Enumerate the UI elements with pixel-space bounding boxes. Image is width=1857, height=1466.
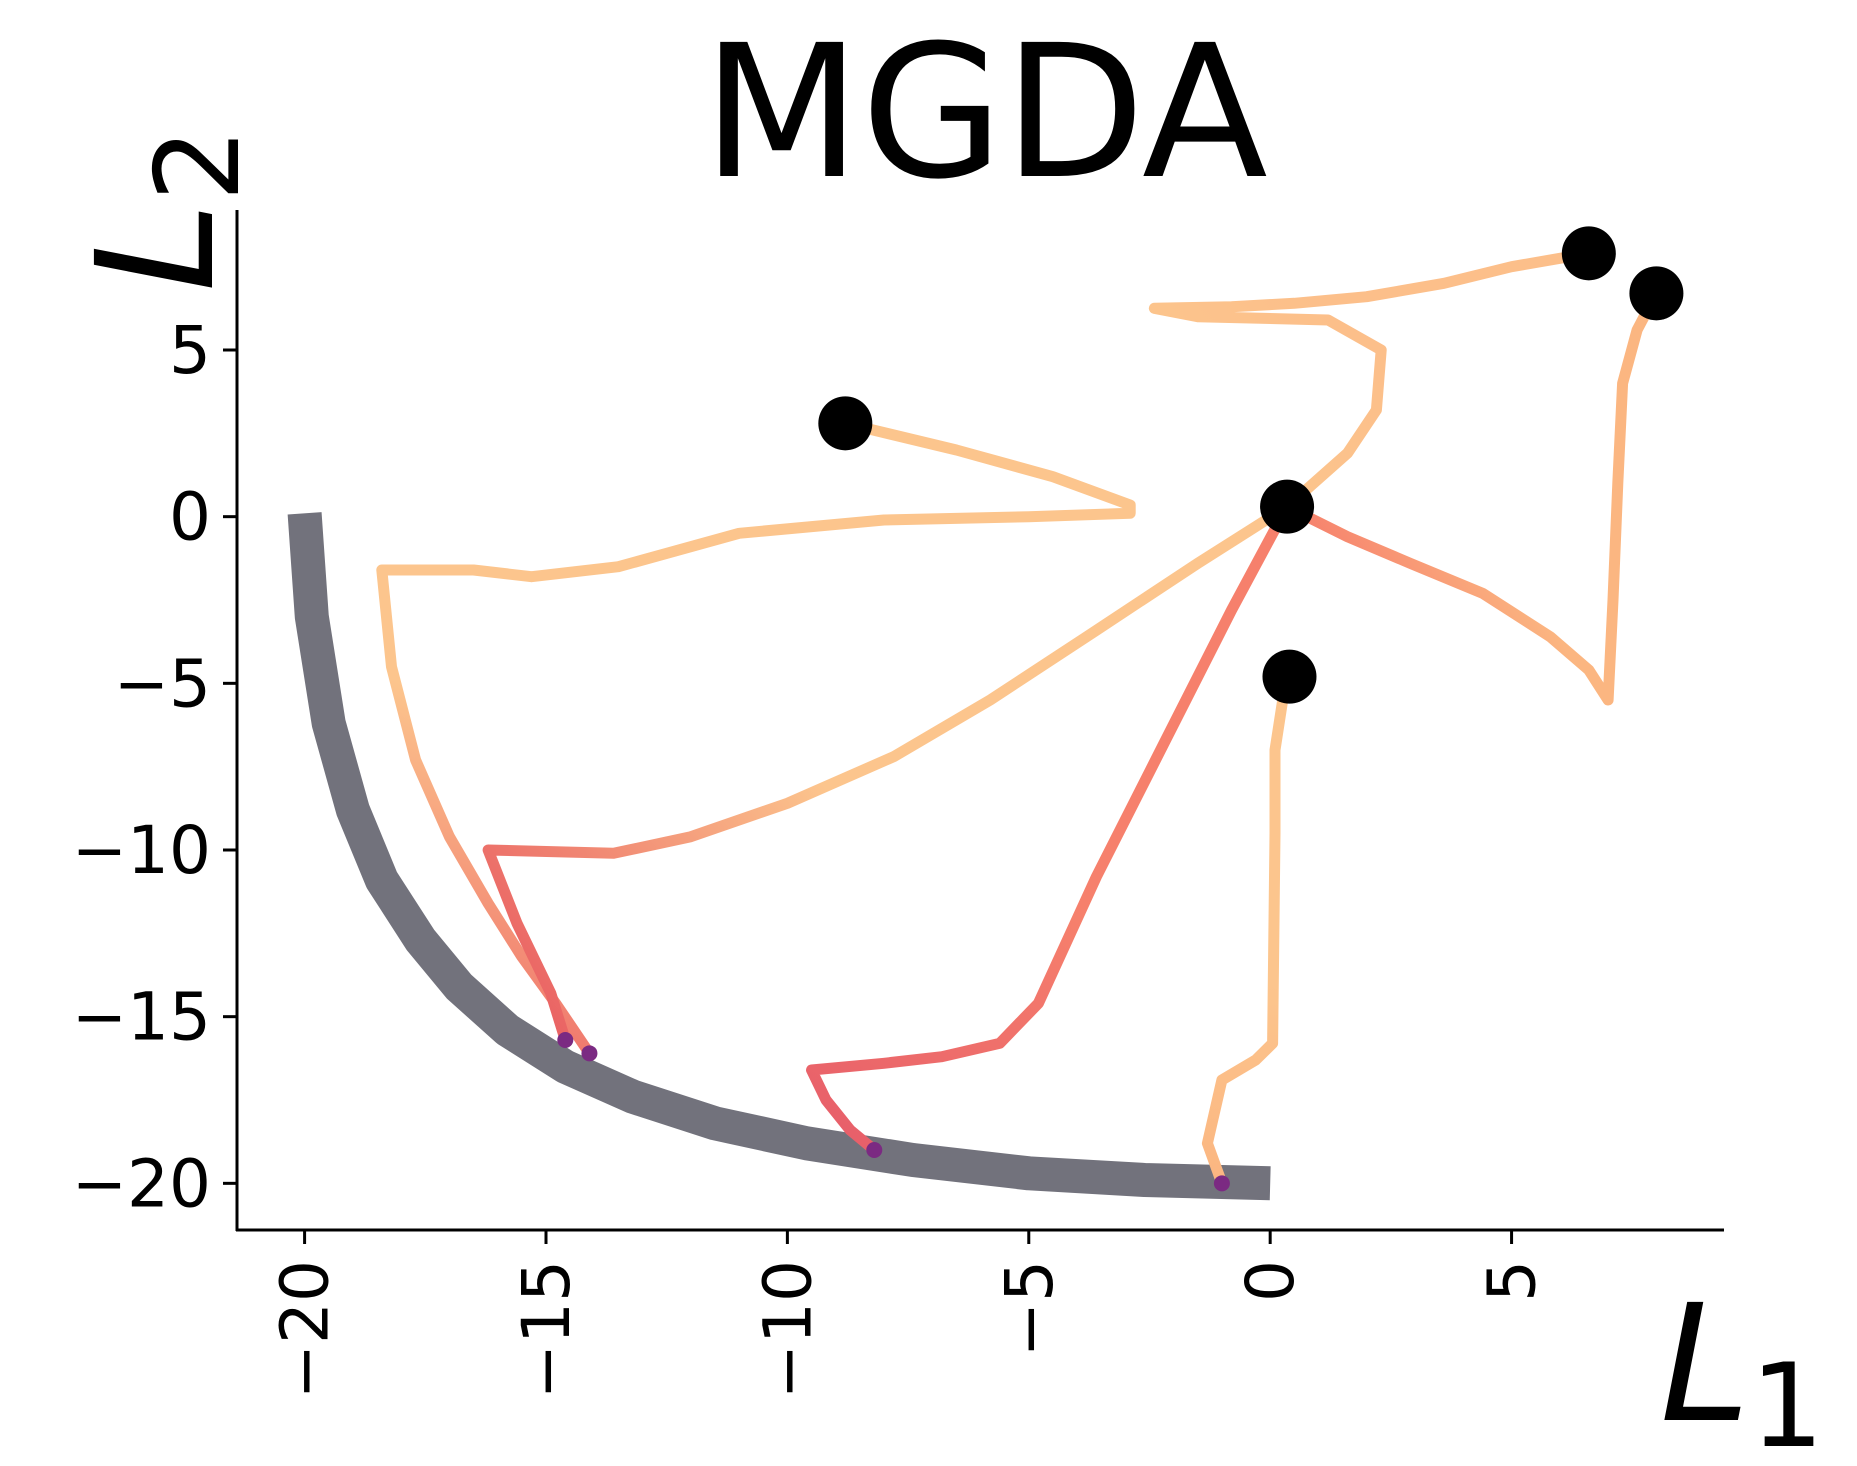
y-tick-label: −15 [72,979,211,1056]
y-tick-label: −5 [114,645,211,722]
x-tick-label: −20 [267,1260,344,1399]
trajectory-line-6 [1281,287,1662,706]
trajectory-line-2 [482,501,1293,1046]
y-axis-label: L2 [63,128,266,292]
y-tick-label: 0 [169,479,211,556]
x-tick-label: −15 [508,1260,585,1399]
chart-title: MGDA [702,6,1268,220]
end-point-2 [581,1045,598,1062]
end-point-3 [866,1142,883,1158]
trajectory-line-1 [376,417,1136,1059]
x-axis-label: L1 [1660,1271,1824,1466]
y-tick-label: 5 [169,312,211,389]
svg-text:L2: L2 [63,128,266,292]
pareto-front-line [287,512,1271,1201]
start-point-4 [1561,226,1616,281]
trajectory-line-5 [1148,247,1595,513]
y-tick-label: −20 [72,1145,211,1222]
end-point-1 [557,1032,574,1048]
x-tick-label: 0 [1232,1260,1309,1302]
y-axis-label-subscript: 2 [131,128,266,202]
x-tick-label: 5 [1474,1260,1551,1302]
y-axis-label-main: L [63,202,251,292]
start-point-1 [818,396,873,451]
start-point-2 [1260,479,1315,534]
start-point-3 [1262,649,1317,704]
x-tick-label: −5 [991,1260,1068,1357]
trajectory-line-4 [1201,671,1295,1189]
x-tick-label: −10 [749,1260,826,1399]
x-axis-label-subscript: 1 [1750,1339,1824,1466]
plot-area [287,226,1684,1201]
start-point-5 [1629,266,1684,321]
axes: 5 0 −5 −10 −15 −20 −20 −15 −10 −5 0 5 [72,210,1724,1399]
trajectory-line-3 [806,501,1293,1156]
y-tick-label: −10 [72,812,211,889]
end-point-4 [1213,1175,1230,1192]
x-axis-label-main: L [1660,1271,1750,1459]
